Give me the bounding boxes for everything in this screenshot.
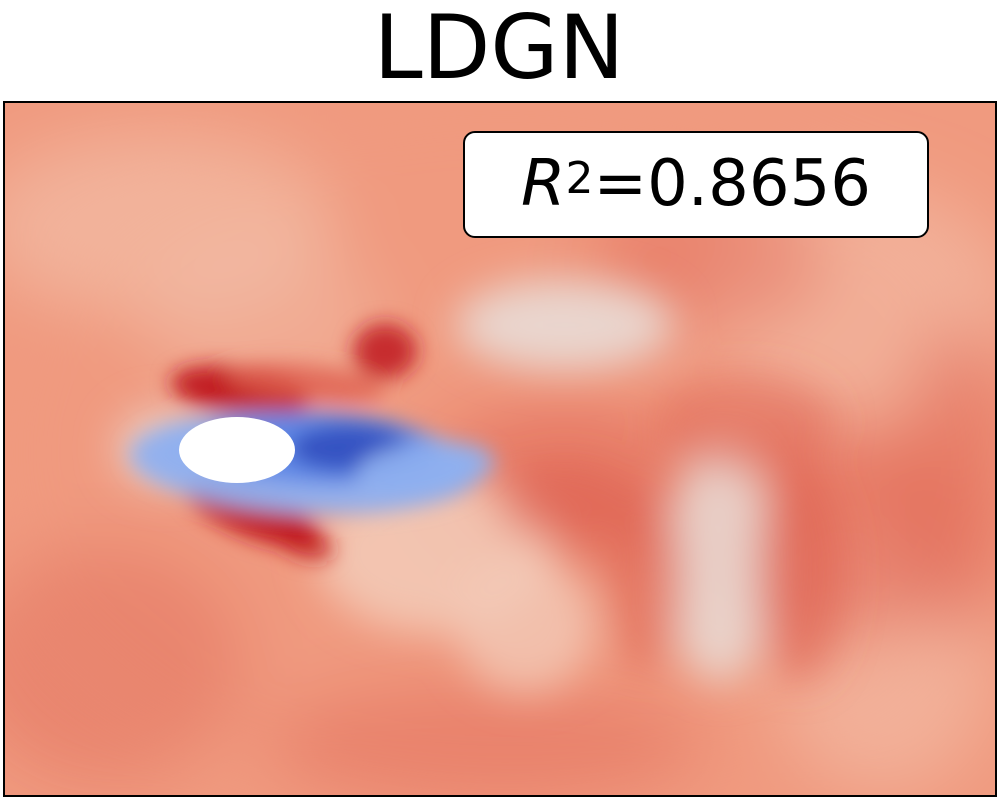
field-region <box>895 323 995 643</box>
field-region <box>655 373 835 473</box>
high-value-region <box>353 323 417 379</box>
r-squared-value: =0.8656 <box>593 147 872 221</box>
field-region <box>455 553 595 693</box>
field-region <box>5 543 245 783</box>
field-region <box>665 443 775 683</box>
low-value-region <box>355 441 495 495</box>
heatmap-field <box>5 103 995 795</box>
field-region <box>755 463 845 683</box>
high-value-region <box>276 524 334 562</box>
high-value-region <box>225 363 385 403</box>
r-squared-label: R <box>520 147 566 221</box>
field-region <box>145 243 385 403</box>
r-squared-annotation: R2=0.8656 <box>463 131 929 238</box>
field-region <box>265 683 705 795</box>
field-region <box>455 279 675 371</box>
cylinder-obstacle <box>179 417 295 483</box>
field-region <box>495 463 635 543</box>
field-region <box>605 493 685 673</box>
r-squared-exponent: 2 <box>565 153 594 204</box>
chart-title: LDGN <box>373 0 625 99</box>
